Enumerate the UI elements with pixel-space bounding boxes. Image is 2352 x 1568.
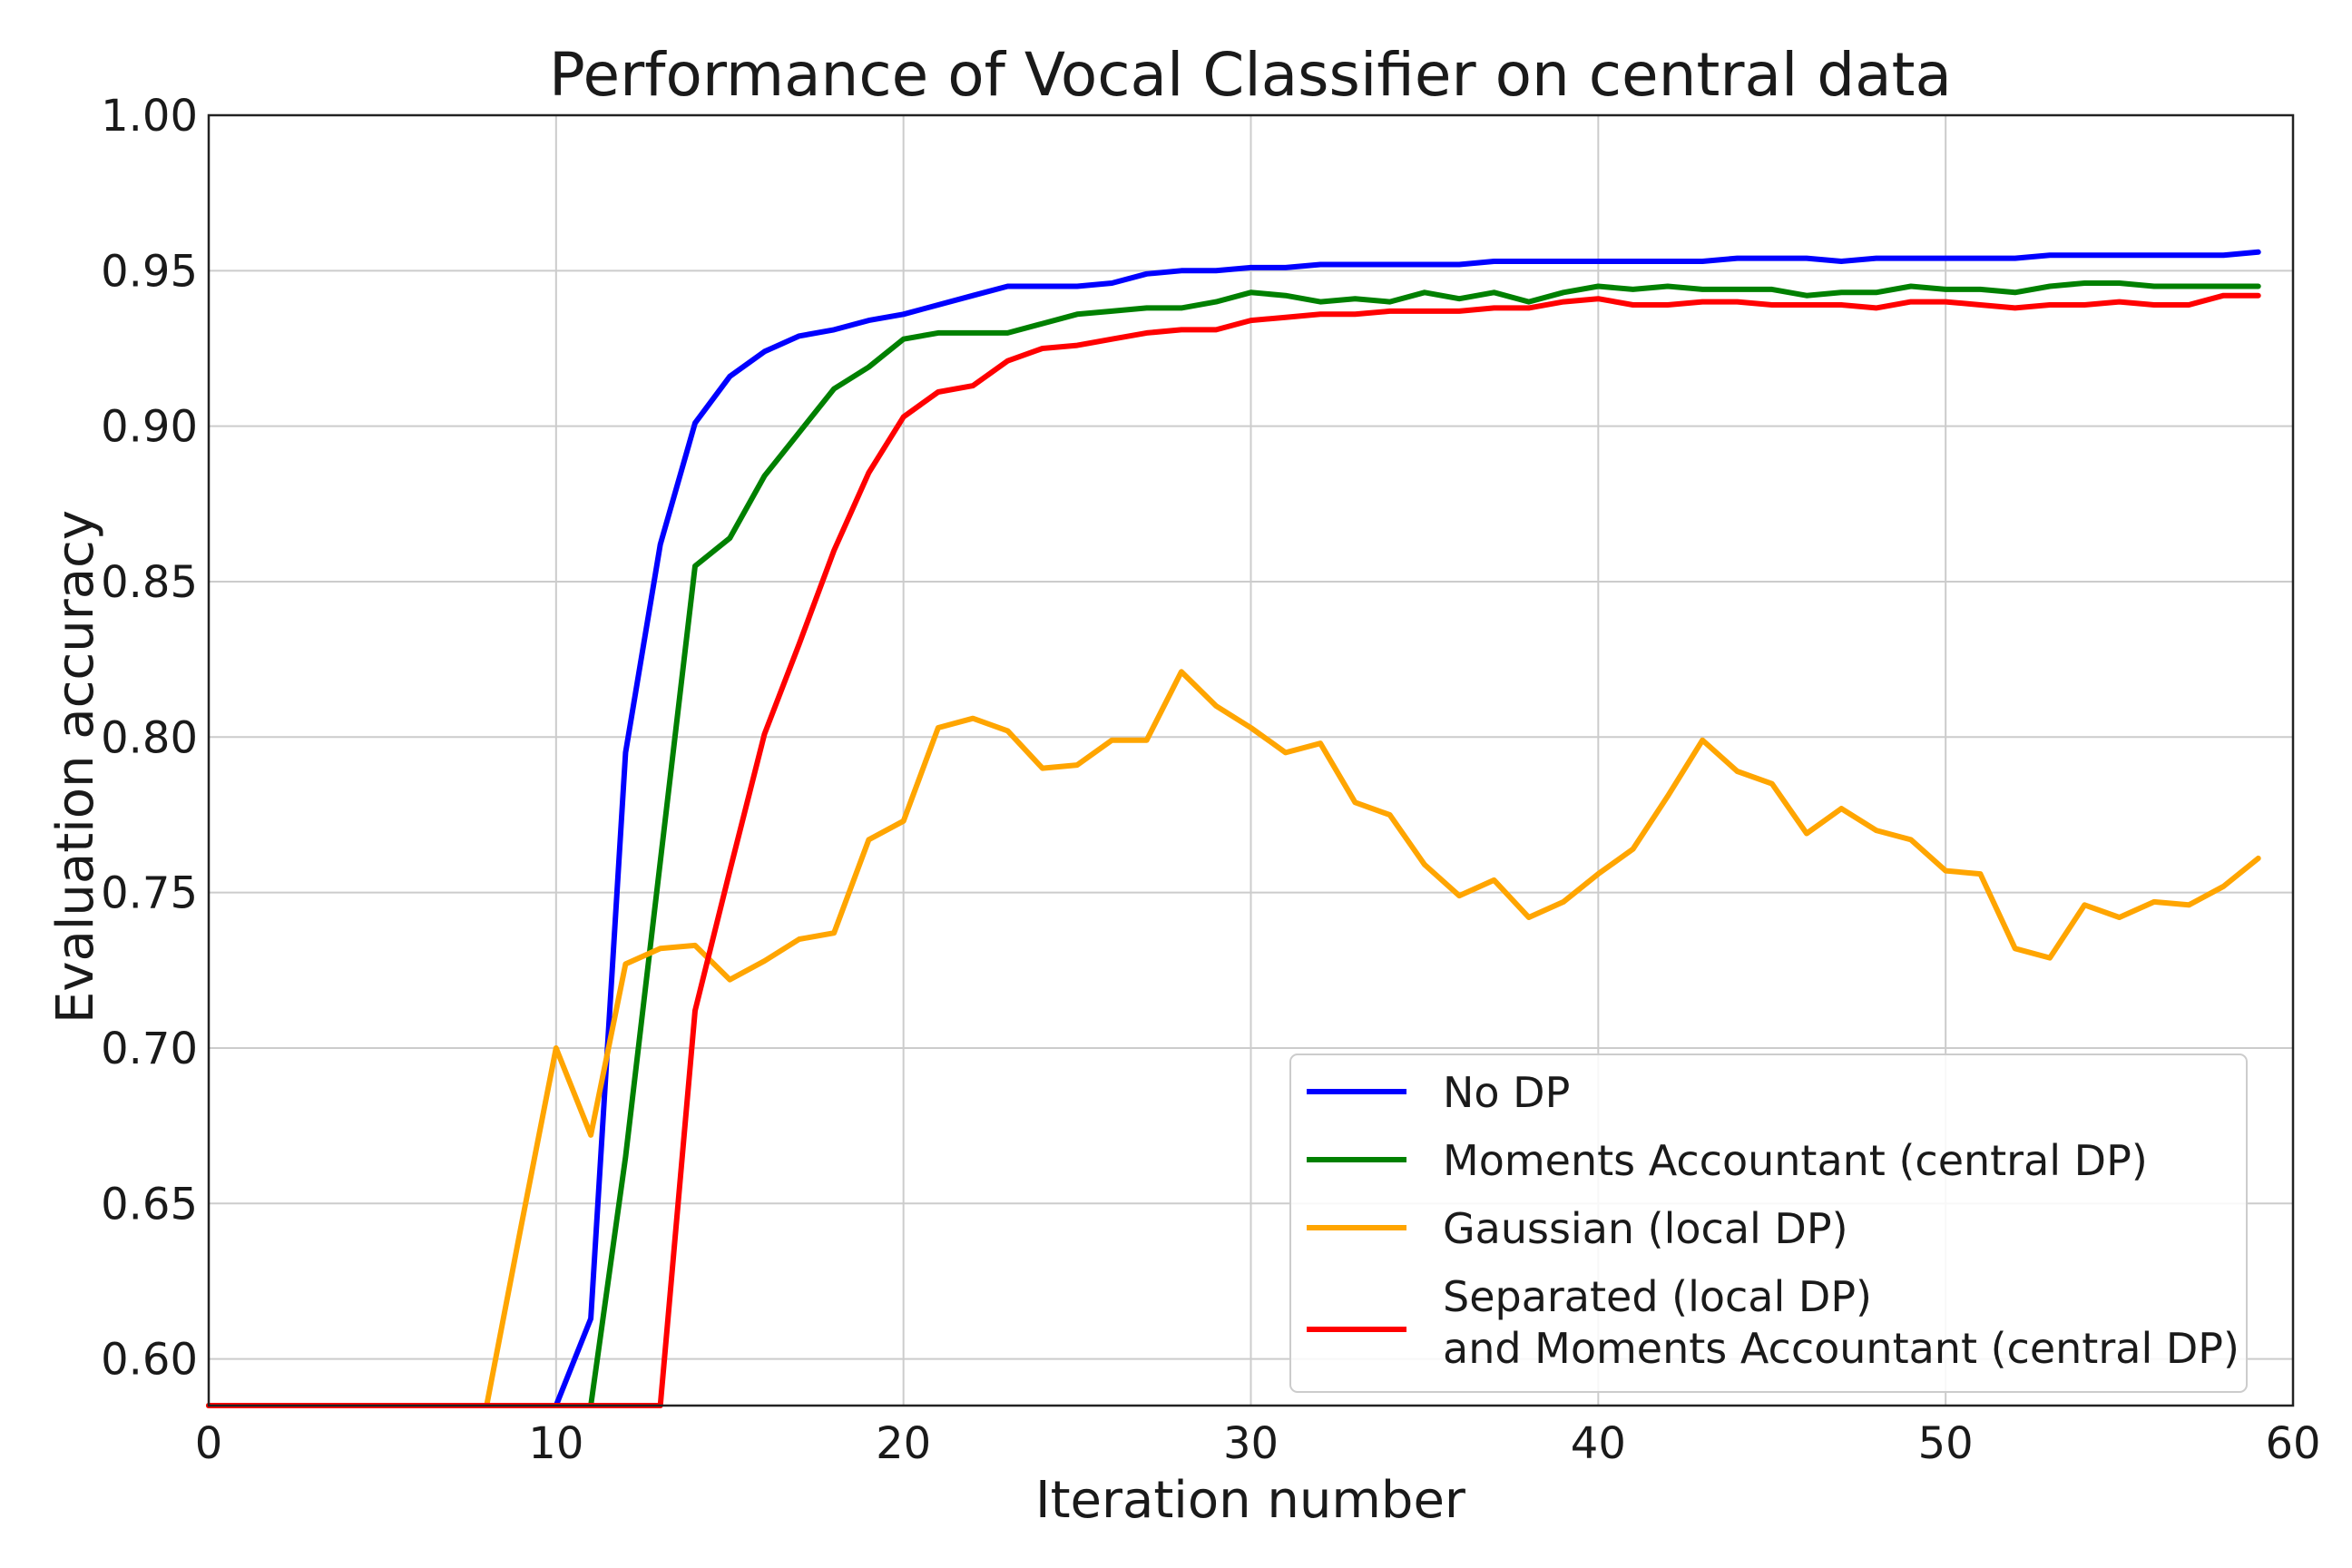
legend-label-no-dp: No DP [1443, 1068, 1570, 1117]
x-tick-label: 40 [1571, 1418, 1626, 1469]
legend-label-separated-line1: Separated (local DP) [1443, 1272, 1872, 1321]
y-tick-label: 0.70 [101, 1024, 198, 1074]
x-tick-label: 30 [1223, 1418, 1279, 1469]
y-tick-label: 0.90 [101, 402, 198, 453]
x-tick-label: 0 [195, 1418, 223, 1469]
legend-label-gaussian: Gaussian (local DP) [1443, 1204, 1848, 1253]
y-axis-label: Evaluation accuracy [46, 510, 105, 1024]
x-tick-label: 10 [528, 1418, 583, 1469]
legend: No DP Moments Accountant (central DP) Ga… [1289, 1054, 2248, 1393]
x-tick-label: 20 [876, 1418, 931, 1469]
chart-title: Performance of Vocal Classifier on centr… [549, 40, 1952, 110]
legend-label-separated-line2: and Moments Accountant (central DP) [1443, 1324, 2239, 1373]
legend-label-moments-accountant: Moments Accountant (central DP) [1443, 1136, 2148, 1185]
x-tick-label: 60 [2265, 1418, 2320, 1469]
legend-box [1289, 1054, 2248, 1393]
x-tick-label: 50 [1918, 1418, 1974, 1469]
y-tick-label: 0.75 [101, 868, 198, 919]
series-line-gaussian [206, 669, 2261, 1408]
y-tick-label: 0.60 [101, 1335, 198, 1386]
y-tick-label: 0.85 [101, 557, 198, 608]
grid [208, 114, 2294, 1406]
x-axis-label: Iteration number [1035, 1471, 1466, 1530]
y-tick-label: 0.80 [101, 712, 198, 763]
plot-frame [207, 113, 2295, 1407]
y-tick-label: 0.65 [101, 1179, 198, 1230]
y-tick-label: 1.00 [101, 91, 198, 142]
y-tick-label: 0.95 [101, 246, 198, 297]
tick-labels: 0 10 20 30 40 50 60 0.60 0.65 0.70 0.75 0.80 0.85 0.9… [101, 91, 2320, 1469]
